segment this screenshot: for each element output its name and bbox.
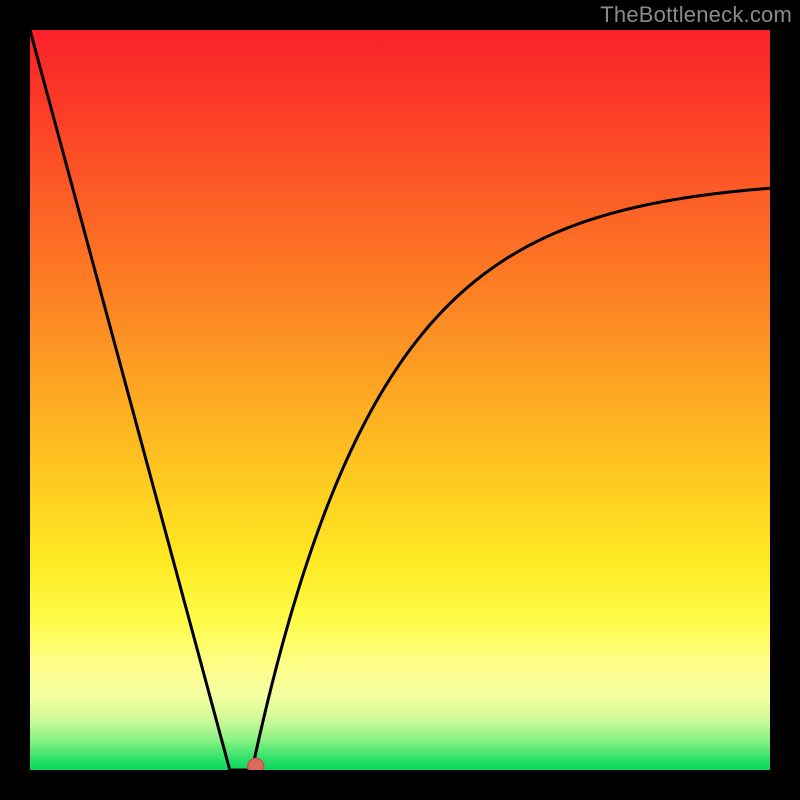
plot-area	[30, 30, 770, 770]
gradient-background	[30, 30, 770, 770]
chart-svg	[30, 30, 770, 770]
watermark-label: TheBottleneck.com	[600, 2, 792, 28]
chart-container: TheBottleneck.com	[0, 0, 800, 800]
optimum-marker	[248, 758, 264, 770]
